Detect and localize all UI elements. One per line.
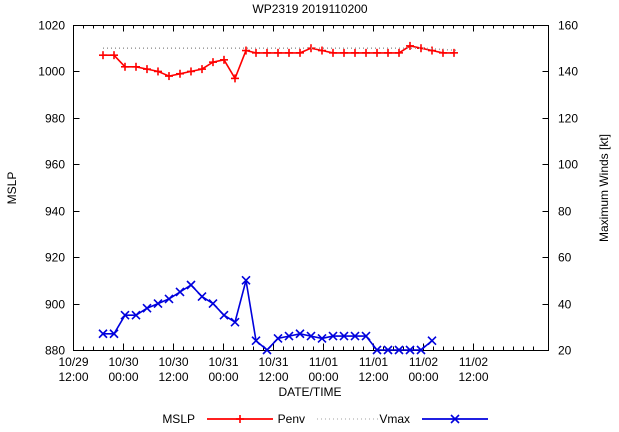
y2-axis-tick-label: 140 <box>558 65 578 79</box>
x-axis-tick-time: 00:00 <box>308 370 338 384</box>
y-axis-tick-label: 880 <box>45 344 65 358</box>
x-axis-tick-date: 10/29 <box>58 355 88 369</box>
y-axis-tick-label: 920 <box>45 251 65 265</box>
y2-axis-tick-label: 20 <box>558 344 572 358</box>
plot-frame <box>73 25 549 351</box>
series-penv <box>103 47 459 52</box>
y2-axis-ticks: 20 40 60 80 100 120 140 160 <box>542 19 578 358</box>
y-axis-ticks: 880 900 920 940 960 980 1000 1020 <box>38 19 80 358</box>
x-axis-tick-time: 00:00 <box>408 370 438 384</box>
legend-label: Vmax <box>379 412 410 426</box>
y2-axis-tick-label: 160 <box>558 19 578 33</box>
x-axis-tick-time: 12:00 <box>258 370 288 384</box>
x-axis-tick-date: 11/02 <box>409 355 438 369</box>
chart-title: WP2319 2019110200 <box>252 2 368 16</box>
x-axis-tick-time: 00:00 <box>108 370 138 384</box>
legend-item-penv: Penv <box>278 412 383 426</box>
series-mslp <box>99 41 458 83</box>
x-axis-title: DATE/TIME <box>278 385 341 399</box>
y2-axis-tick-label: 80 <box>558 205 572 219</box>
x-axis-tick-time: 12:00 <box>158 370 188 384</box>
x-axis-tick-time: 12:00 <box>458 370 488 384</box>
legend-item-mslp: MSLP <box>162 412 273 426</box>
x-axis-tick-date: 11/01 <box>309 355 338 369</box>
series-vmax <box>98 275 437 355</box>
y-axis-title: MSLP <box>5 172 19 205</box>
y-axis-tick-label: 900 <box>45 298 65 312</box>
legend-label: Penv <box>278 412 305 426</box>
x-axis-tick-date: 10/31 <box>208 355 238 369</box>
y-axis-tick-label: 1020 <box>38 19 65 33</box>
y-axis-tick-label: 1000 <box>38 65 65 79</box>
y2-axis-tick-label: 40 <box>558 298 572 312</box>
y-axis-tick-label: 960 <box>45 158 65 172</box>
x-axis-tick-date: 11/02 <box>459 355 488 369</box>
x-axis-tick-time: 00:00 <box>208 370 238 384</box>
y2-axis-title: Maximum Winds [kt] <box>597 134 611 242</box>
x-axis-tick-time: 12:00 <box>358 370 388 384</box>
legend-item-vmax: Vmax <box>379 412 488 426</box>
data-series <box>98 41 459 355</box>
x-axis-tick-time: 12:00 <box>58 370 88 384</box>
x-axis-tick-date: 10/30 <box>158 355 188 369</box>
x-axis-tick-date: 11/01 <box>359 355 388 369</box>
y2-axis-tick-label: 120 <box>558 112 578 126</box>
x-axis-ticks: 10/2912:0010/3000:0010/3012:0010/3100:00… <box>58 25 534 384</box>
y2-axis-tick-label: 60 <box>558 251 572 265</box>
y-axis-tick-label: 980 <box>45 112 65 126</box>
chart-legend: MSLP Penv Vmax <box>162 412 488 426</box>
x-axis-tick-date: 10/31 <box>258 355 288 369</box>
y2-axis-tick-label: 100 <box>558 158 578 172</box>
legend-label: MSLP <box>162 412 195 426</box>
x-axis-tick-date: 10/30 <box>108 355 138 369</box>
y-axis-tick-label: 940 <box>45 205 65 219</box>
